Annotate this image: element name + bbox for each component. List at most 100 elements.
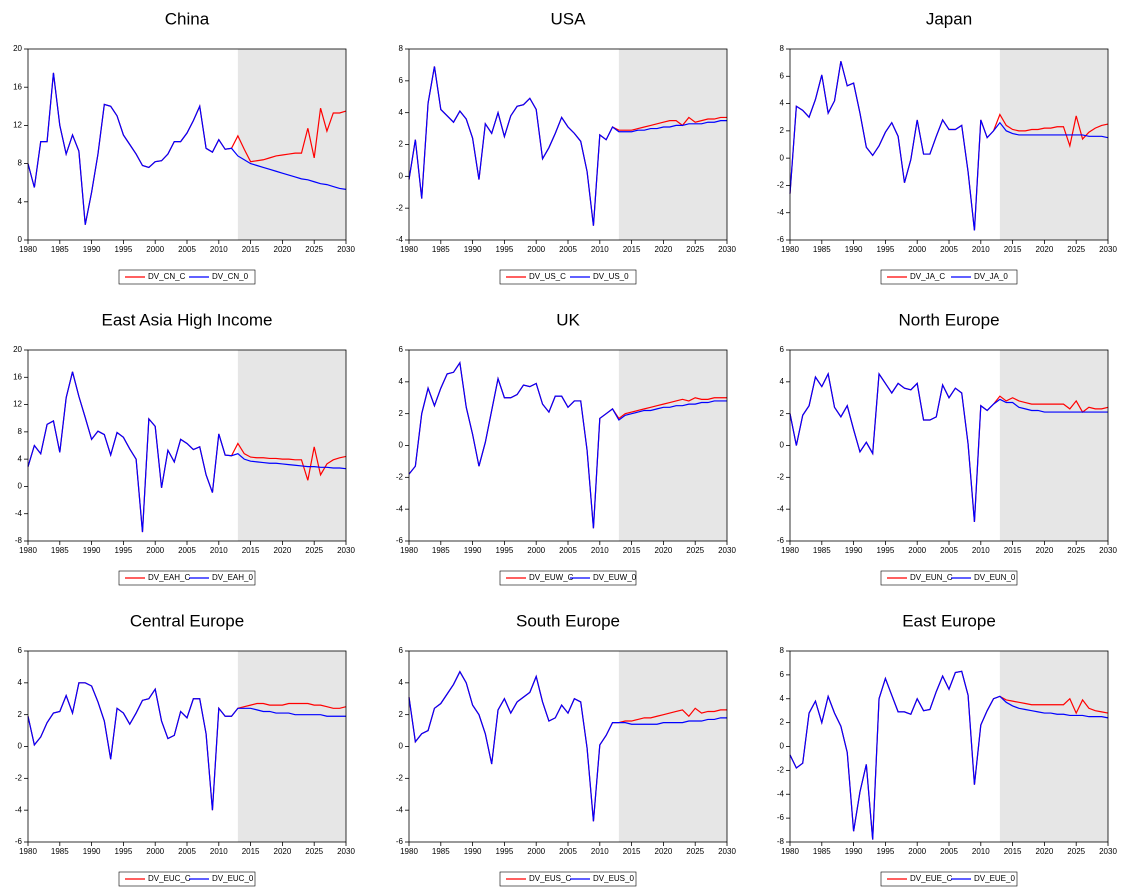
y-tick-label: -2 [777,472,785,481]
y-tick-label: -4 [396,805,404,814]
x-tick-label: 2015 [1004,546,1022,555]
x-tick-label: 2000 [146,847,164,856]
series-line [408,361,727,529]
y-tick-label: 4 [18,454,23,463]
y-tick-label: -2 [396,472,404,481]
y-tick-label: -6 [777,813,785,822]
legend-label: DV_US_0 [593,272,629,281]
x-tick-label: 2020 [655,847,673,856]
x-tick-label: 2010 [972,546,990,555]
x-tick-label: 2030 [1099,847,1117,856]
plot-frame [789,48,1109,241]
series-line [789,670,1109,840]
series-line [789,372,1108,522]
y-tick-label: -8 [15,536,23,545]
legend-label: DV_EAH_0 [212,573,253,582]
plot-frame [408,48,728,241]
y-tick-label: 2 [399,710,404,719]
x-tick-label: 2000 [146,245,164,254]
x-tick-label: 2025 [1067,245,1085,254]
x-tick-label: 1995 [115,847,133,856]
x-tick-label: 2020 [1036,245,1054,254]
x-tick-label: 1985 [813,847,831,856]
forecast-shade [237,350,346,541]
x-tick-label: 1985 [432,245,450,254]
y-tick-label: 4 [18,197,23,206]
x-tick-label: 2010 [210,847,228,856]
x-tick-label: 1995 [877,847,895,856]
y-tick-label: 4 [780,694,785,703]
y-tick-label: 0 [780,742,785,751]
x-tick-label: 1990 [845,245,863,254]
x-tick-label: 1995 [877,546,895,555]
forecast-shade [237,651,346,842]
x-tick-label: 1985 [432,546,450,555]
legend-label: DV_CN_0 [212,272,249,281]
legend-label: DV_EUE_0 [974,874,1015,883]
plot-frame [27,48,347,241]
forecast-shade [618,651,727,842]
y-tick-label: 0 [780,153,785,162]
x-tick-label: 1990 [845,847,863,856]
legend-box [118,871,256,887]
x-tick-label: 2005 [940,245,958,254]
x-tick-label: 2030 [1099,546,1117,555]
y-tick-label: 2 [399,140,404,149]
x-tick-label: 2010 [591,245,609,254]
y-tick-label: 4 [18,678,23,687]
y-tick-label: -6 [777,235,785,244]
chart-title: South Europe [516,611,620,630]
y-tick-label: 6 [399,345,404,354]
y-tick-label: 4 [399,678,404,687]
y-tick-label: 0 [780,441,785,450]
y-tick-label: 6 [780,71,785,80]
y-tick-label: 0 [399,171,404,180]
x-tick-label: 2015 [1004,847,1022,856]
x-tick-label: 2025 [1067,847,1085,856]
x-tick-label: 2010 [210,245,228,254]
legend-label: DV_EUS_0 [593,874,634,883]
x-tick-label: 1980 [781,847,799,856]
x-tick-label: 1990 [83,847,101,856]
plot-frame [789,349,1109,542]
y-tick-label: 6 [780,345,785,354]
legend-box [118,269,256,285]
chart-title: Central Europe [130,611,244,630]
y-tick-label: 4 [780,99,785,108]
legend-label: DV_EUC_0 [212,874,254,883]
x-tick-label: 2030 [337,847,355,856]
series-line [27,72,347,225]
x-tick-label: 2015 [623,546,641,555]
y-tick-label: 6 [399,646,404,655]
y-tick-label: 2 [399,409,404,418]
x-tick-label: 2015 [623,847,641,856]
y-tick-label: 8 [18,427,23,436]
legend-box [499,570,637,586]
legend-box [499,871,637,887]
x-tick-label: 2005 [178,546,196,555]
x-tick-label: 2020 [274,245,292,254]
y-tick-label: -2 [15,773,23,782]
legend-label: DV_EUW_C [529,573,574,582]
chart-title: East Europe [902,611,996,630]
x-tick-label: 1995 [115,546,133,555]
x-tick-label: 1985 [432,847,450,856]
x-tick-label: 1995 [496,546,514,555]
legend-box [880,570,1018,586]
plot-frame [408,650,728,843]
x-tick-label: 2030 [1099,245,1117,254]
x-tick-label: 1995 [115,245,133,254]
y-tick-label: 4 [399,108,404,117]
x-tick-label: 2005 [559,245,577,254]
x-tick-label: 2025 [686,546,704,555]
x-tick-label: 2015 [242,245,260,254]
x-tick-label: 2015 [242,847,260,856]
x-tick-label: 2025 [686,847,704,856]
x-tick-label: 2000 [908,546,926,555]
x-tick-label: 2005 [940,546,958,555]
plot-frame [408,349,728,542]
legend-label: DV_JA_0 [974,272,1008,281]
x-tick-label: 1995 [496,847,514,856]
y-tick-label: -4 [777,504,785,513]
